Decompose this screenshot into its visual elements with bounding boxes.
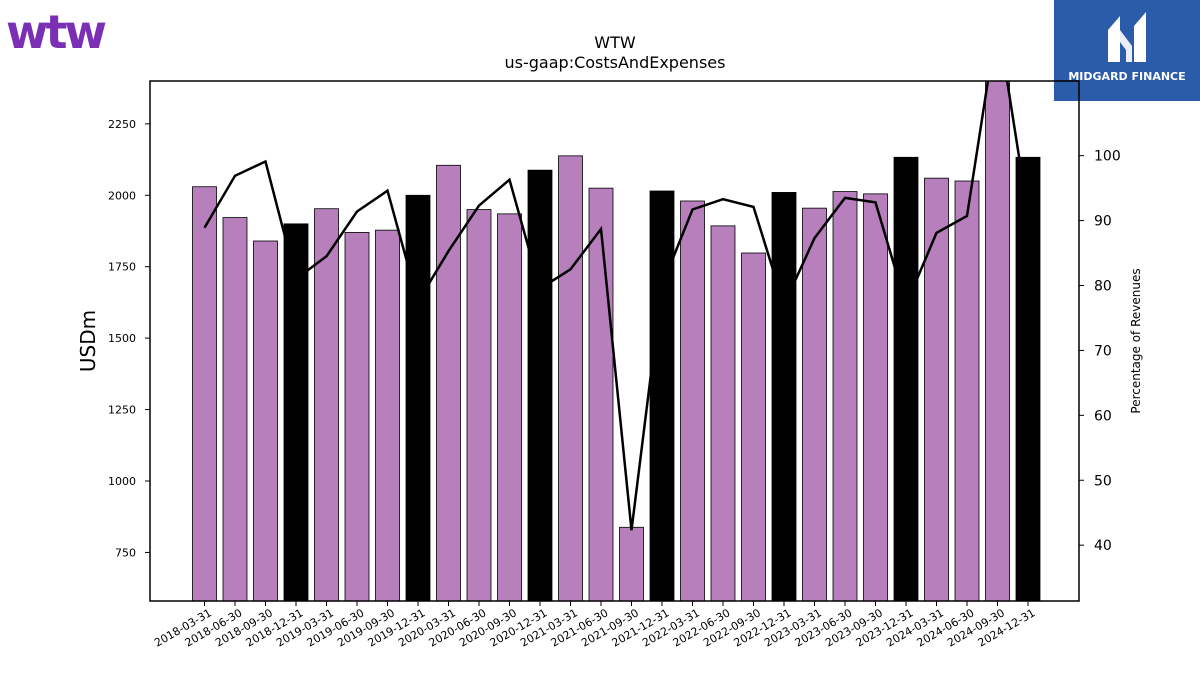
bar — [375, 229, 400, 602]
x-axis: 2018-03-312018-06-302018-09-302018-12-31… — [152, 601, 1038, 650]
y2-tick-label: 90 — [1094, 214, 1112, 230]
bar — [1015, 156, 1041, 602]
bar — [771, 192, 797, 602]
bar — [192, 186, 217, 602]
bar — [497, 213, 522, 602]
bar — [253, 240, 278, 602]
y-tick-label: 1000 — [108, 475, 136, 488]
y-axis-right: 40 50 60 70 80 90 100 — [1079, 149, 1121, 554]
y-tick-label: 1500 — [108, 332, 136, 345]
wtw-logo: wtw — [6, 5, 107, 59]
y2-tick-label: 60 — [1094, 408, 1112, 424]
y2-axis-label: Percentage of Revenues — [1129, 268, 1143, 413]
bar — [619, 526, 644, 602]
bar — [222, 217, 248, 602]
bar — [924, 177, 949, 602]
bar — [527, 169, 553, 602]
bar — [649, 190, 675, 602]
y2-tick-label: 80 — [1094, 278, 1112, 294]
bar — [710, 225, 736, 602]
bar — [283, 223, 309, 602]
midgard-m-icon — [1108, 12, 1146, 62]
midgard-finance-label: MIDGARD FINANCE — [1068, 70, 1186, 83]
y-tick-label: 2000 — [108, 189, 136, 202]
bar — [405, 194, 431, 602]
bar — [985, 80, 1010, 602]
plot-frame — [149, 80, 1080, 602]
bar — [893, 156, 919, 602]
y-tick-label: 1750 — [108, 261, 136, 274]
y-axis-label: USDm — [76, 310, 100, 372]
bar — [954, 180, 980, 602]
y2-tick-label: 40 — [1094, 538, 1112, 554]
chart-subtitle: us-gaap:CostsAndExpenses — [505, 53, 726, 72]
y-axis-left: 750 1000 1250 1500 1750 2000 2250 — [108, 118, 150, 559]
bar — [466, 209, 492, 602]
bar — [344, 232, 370, 602]
y-tick-label: 2250 — [108, 118, 136, 131]
bar — [436, 164, 461, 602]
y-tick-label: 750 — [115, 546, 136, 559]
bar-series — [192, 80, 1041, 602]
y2-tick-label: 100 — [1094, 149, 1121, 165]
percentage-line — [203, 81, 1030, 531]
y2-tick-label: 50 — [1094, 473, 1112, 489]
bar — [558, 155, 583, 602]
line-series — [203, 81, 1030, 531]
bar — [314, 208, 339, 602]
y2-tick-label: 70 — [1094, 343, 1112, 359]
bar — [741, 252, 766, 602]
bar — [680, 200, 705, 602]
bar — [863, 193, 888, 602]
y-tick-label: 1250 — [108, 404, 136, 417]
bar — [832, 191, 858, 602]
chart-title: WTW — [594, 33, 636, 52]
bar — [802, 207, 827, 602]
bar — [588, 187, 614, 602]
